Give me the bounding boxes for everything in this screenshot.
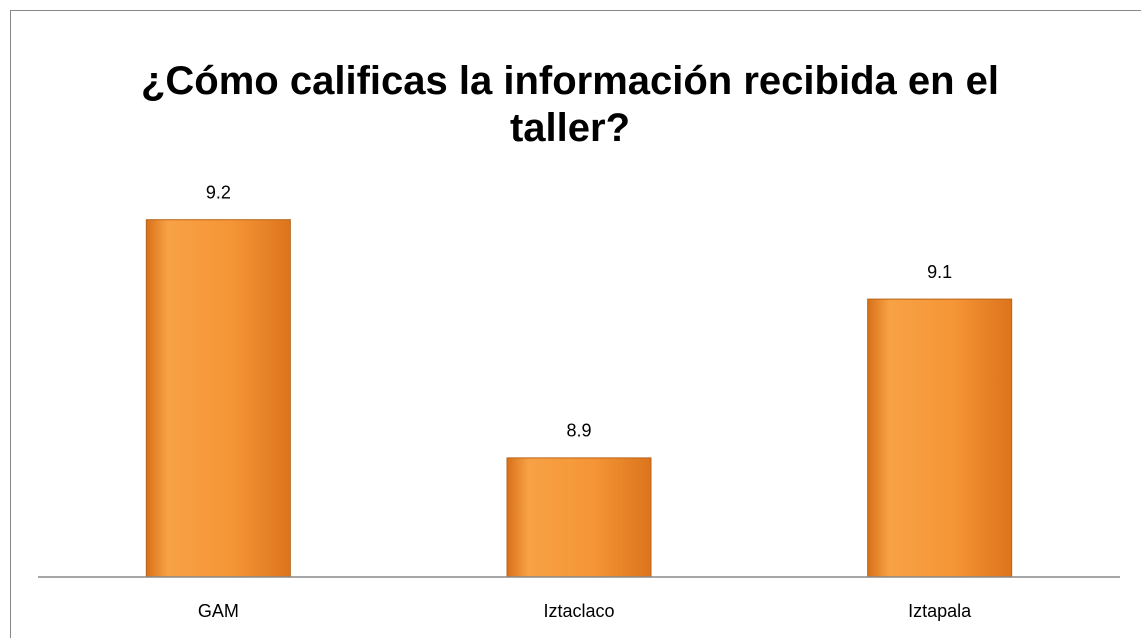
x-tick-label: GAM bbox=[198, 601, 239, 621]
data-label: 9.2 bbox=[206, 182, 231, 202]
bar bbox=[867, 298, 1013, 578]
bar bbox=[145, 219, 291, 578]
data-label: 9.1 bbox=[927, 262, 952, 282]
chart-border bbox=[10, 10, 1141, 638]
bar bbox=[506, 457, 652, 578]
chart-title: ¿Cómo calificas la información recibida … bbox=[140, 59, 1000, 150]
x-tick-label: Iztapala bbox=[908, 601, 972, 621]
data-label: 8.9 bbox=[566, 421, 591, 441]
x-tick-label: Iztaclaco bbox=[543, 601, 614, 621]
